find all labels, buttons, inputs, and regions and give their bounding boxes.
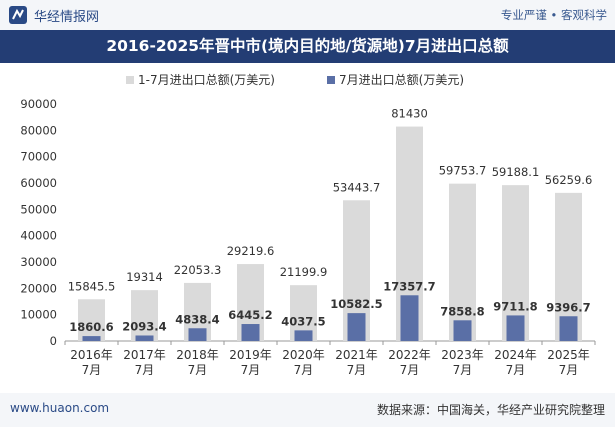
data-source: 数据来源：中国海关，华经产业研究院整理 (376, 403, 605, 417)
y-tick-label: 80000 (20, 123, 57, 137)
x-tick-label: 2018年 (176, 348, 219, 362)
y-tick-label: 20000 (20, 281, 57, 295)
data-label-series-1: 81430 (391, 107, 428, 121)
x-tick-label: 7月 (294, 363, 314, 377)
data-label-series-2: 10582.5 (330, 297, 382, 311)
bar-series-1 (131, 290, 158, 341)
x-tick-label: 7月 (347, 363, 367, 377)
y-tick-label: 60000 (20, 176, 57, 190)
bar-series-1 (449, 183, 476, 341)
data-label-series-1: 56259.6 (545, 173, 593, 187)
footer: www.huaon.com 数据来源：中国海关，华经产业研究院整理 (0, 393, 615, 427)
legend-label-series-1: 1-7月进出口总额(万美元) (138, 73, 275, 87)
bar-series-2 (400, 295, 419, 341)
y-tick-label: 0 (50, 334, 57, 348)
bar-series-2 (188, 328, 207, 341)
bar-series-2 (559, 316, 578, 341)
x-tick-label: 7月 (188, 363, 208, 377)
x-tick-label: 7月 (506, 363, 526, 377)
x-tick-label: 2020年 (282, 348, 325, 362)
website-link[interactable]: www.huaon.com (10, 401, 110, 415)
y-tick-label: 70000 (20, 150, 57, 164)
x-tick-label: 2025年 (547, 348, 590, 362)
data-label-series-1: 19314 (126, 270, 163, 284)
data-label-series-2: 4037.5 (281, 314, 325, 328)
data-label-series-1: 59753.7 (439, 164, 487, 178)
data-label-series-1: 53443.7 (333, 180, 381, 194)
legend-swatch-series-2 (327, 76, 335, 84)
data-label-series-2: 4838.4 (175, 312, 219, 326)
data-label-series-1: 29219.6 (227, 244, 275, 258)
top-bar: 华经情报网 专业严谨 • 客观科学 (0, 0, 615, 30)
x-tick-label: 2021年 (335, 348, 378, 362)
bar-series-2 (506, 315, 525, 341)
data-label-series-2: 9396.7 (546, 300, 590, 314)
data-label-series-1: 21199.9 (280, 265, 328, 279)
bar-series-2 (82, 336, 101, 341)
bar-series-2 (135, 335, 154, 341)
bar-series-2 (347, 313, 366, 341)
bar-series-1 (502, 185, 529, 341)
x-tick-label: 7月 (82, 363, 102, 377)
legend-swatch-series-1 (126, 76, 134, 84)
x-tick-label: 7月 (453, 363, 473, 377)
chart: 0 10000 20000 30000 40000 50000 60000 70000 8000… (20, 73, 596, 377)
data-label-series-2: 17357.7 (383, 279, 435, 293)
data-label-series-1: 15845.5 (68, 279, 116, 293)
y-tick-label: 40000 (20, 229, 57, 243)
tagline: 专业严谨 • 客观科学 (500, 8, 607, 22)
logo-icon (9, 6, 27, 24)
y-tick-label: 90000 (20, 97, 57, 111)
bar-series-2 (241, 324, 260, 341)
bar-series-2 (294, 330, 313, 341)
x-tick-label: 2019年 (229, 348, 272, 362)
legend-label-series-2: 7月进出口总额(万美元) (339, 73, 464, 87)
title-bar: 2016-2025年晋中市(境内目的地/货源地)7月进出口总额 (0, 30, 615, 63)
data-label-series-2: 2093.4 (122, 319, 166, 333)
y-tick-label: 30000 (20, 255, 57, 269)
data-label-series-1: 59188.1 (492, 165, 540, 179)
x-tick-label: 2016年 (70, 348, 113, 362)
bar-series-1 (78, 299, 105, 341)
chart-title: 2016-2025年晋中市(境内目的地/货源地)7月进出口总额 (106, 37, 509, 55)
data-label-series-2: 6445.2 (228, 308, 272, 322)
x-tick-label: 2023年 (441, 348, 484, 362)
x-tick-label: 2024年 (494, 348, 537, 362)
x-tick-label: 7月 (400, 363, 420, 377)
y-tick-label: 10000 (20, 308, 57, 322)
x-tick-label: 7月 (135, 363, 155, 377)
data-label-series-2: 1860.6 (69, 320, 113, 334)
data-label-series-2: 7858.8 (440, 304, 484, 318)
brand-name: 华经情报网 (34, 10, 100, 25)
x-tick-label: 2017年 (123, 348, 166, 362)
data-label-series-1: 22053.3 (174, 263, 222, 277)
x-tick-label: 7月 (559, 363, 579, 377)
data-label-series-2: 9711.8 (493, 299, 537, 313)
x-tick-label: 7月 (241, 363, 261, 377)
y-tick-label: 50000 (20, 202, 57, 216)
x-tick-label: 2022年 (388, 348, 431, 362)
bar-series-2 (453, 320, 472, 341)
